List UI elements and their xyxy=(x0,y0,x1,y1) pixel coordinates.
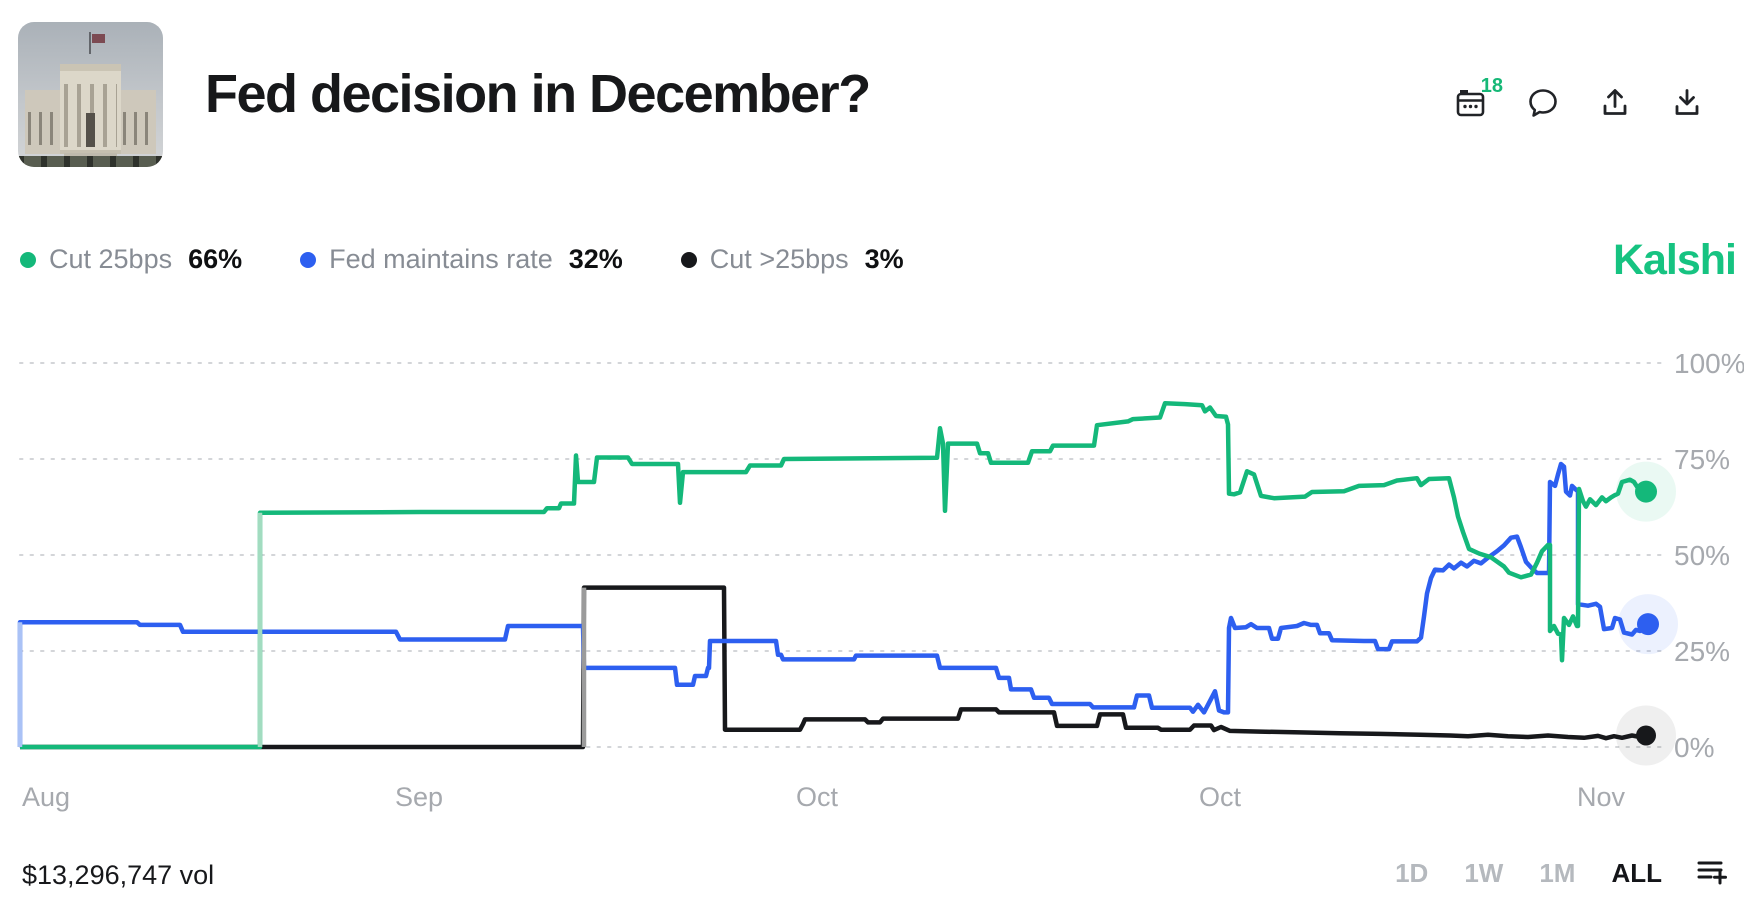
x-axis-label-aug-0: Aug xyxy=(22,782,70,812)
volume-text: $13,296,747 vol xyxy=(22,860,215,890)
flag-pole xyxy=(89,32,92,54)
calendar-icon xyxy=(1454,86,1488,120)
legend-item-cut-25bps[interactable]: Cut 25bps 66% xyxy=(20,244,242,275)
legend-label: Fed maintains rate xyxy=(329,244,553,274)
chart-axis-labels: 0% 25% 50% 75% 100% Aug Sep Oct Oct Nov xyxy=(22,348,1744,812)
price-chart-canvas[interactable]: 0% 25% 50% 75% 100% Aug Sep Oct Oct Nov xyxy=(0,0,1744,840)
x-axis-label-oct-2: Oct xyxy=(796,782,839,812)
download-button[interactable] xyxy=(1670,86,1704,120)
legend-dot-icon xyxy=(20,251,36,268)
y-axis-label-75: 75% xyxy=(1674,444,1730,475)
calendar-badge: 18 xyxy=(1480,75,1503,97)
page-title: Fed decision in December? xyxy=(205,64,871,124)
calendar-button[interactable]: 18 xyxy=(1454,75,1503,120)
building-left-wing xyxy=(25,90,62,154)
legend-label: Cut >25bps xyxy=(709,244,849,274)
y-axis-label-50: 50% xyxy=(1674,540,1730,571)
building-door xyxy=(85,113,96,147)
legend-item-cut-25bps[interactable]: Cut >25bps 3% xyxy=(680,244,904,275)
comment-icon xyxy=(1526,86,1560,120)
range-button-1w[interactable]: 1W xyxy=(1464,858,1504,888)
kalshi-logo: Kalshi xyxy=(1612,236,1737,284)
series-line-cut-25bps xyxy=(20,401,1647,750)
legend-dot-icon xyxy=(300,251,317,268)
range-button-1m[interactable]: 1M xyxy=(1539,858,1576,888)
legend-dot-icon xyxy=(680,251,697,268)
legend-value: 32% xyxy=(568,244,623,274)
share-button[interactable] xyxy=(1598,86,1632,120)
range-button-1d[interactable]: 1D xyxy=(1395,858,1429,888)
building-right-wing xyxy=(119,90,156,154)
legend: Cut 25bps 66% Fed maintains rate 32% Cut >25… xyxy=(20,244,904,275)
x-axis-label-nov-4: Nov xyxy=(1577,782,1626,812)
series-line-cut-25bps xyxy=(20,585,1647,750)
flag xyxy=(91,34,105,43)
header-actions: 18 xyxy=(1454,75,1704,120)
download-icon xyxy=(1670,86,1704,120)
chart-gridlines xyxy=(19,362,1663,748)
series-end-dot-cut-25bps xyxy=(1635,480,1657,503)
playlist-add-icon xyxy=(1696,861,1728,891)
building-hedge xyxy=(18,156,163,167)
y-axis-label-0: 0% xyxy=(1674,732,1714,763)
series-end-dot-cut-25bps xyxy=(1636,725,1656,746)
series-line-fed-maintains-rate xyxy=(17,461,1649,747)
chart-end-dots xyxy=(1616,461,1678,766)
x-axis-label-oct-3: Oct xyxy=(1199,782,1242,812)
comment-button[interactable] xyxy=(1526,86,1560,120)
market-image-fed-building xyxy=(18,22,163,167)
compare-markets-button[interactable] xyxy=(1696,856,1728,891)
y-axis-label-100: 100% xyxy=(1674,348,1744,379)
chart-series xyxy=(17,401,1649,750)
series-end-dot-fed-maintains-rate xyxy=(1637,613,1659,636)
x-axis-label-sep-1: Sep xyxy=(395,782,443,812)
range-selector: 1D 1W 1M ALL xyxy=(1395,856,1728,891)
chart-jump-markers xyxy=(17,512,587,747)
legend-value: 66% xyxy=(188,244,243,274)
y-axis-label-25: 25% xyxy=(1674,636,1730,667)
legend-label: Cut 25bps xyxy=(49,244,173,274)
legend-item-fed-maintains-rate[interactable]: Fed maintains rate 32% xyxy=(300,244,623,275)
building-center xyxy=(60,64,121,154)
legend-value: 3% xyxy=(864,244,904,274)
share-upload-icon xyxy=(1598,86,1632,120)
range-button-all[interactable]: ALL xyxy=(1611,858,1662,888)
